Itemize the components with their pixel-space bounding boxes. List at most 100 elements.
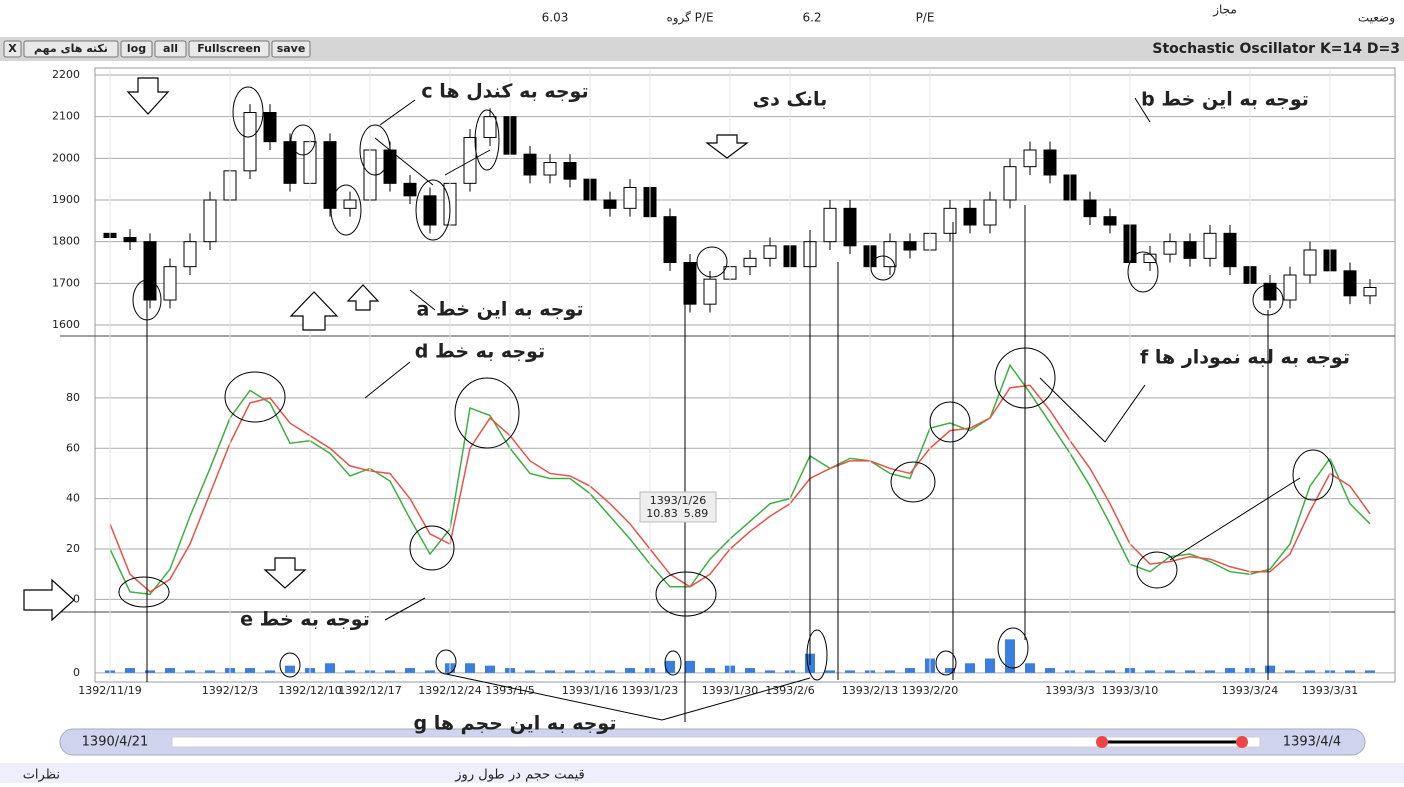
ann-line <box>1039 377 1106 443</box>
candle-body <box>283 141 297 184</box>
ann-line <box>445 673 663 721</box>
x-tick-label: 1393/2/6 <box>765 684 814 697</box>
toolbar-button[interactable]: نکته های مهم <box>23 40 119 58</box>
tooltip-date: 1393/1/26 <box>650 494 706 507</box>
annotation: توجه به کندل ها c <box>421 81 588 103</box>
volume-bar <box>465 663 475 673</box>
volume-bar <box>1285 670 1295 673</box>
candle-body <box>1163 241 1177 255</box>
arrow-up <box>346 284 380 311</box>
volume-bar <box>1005 639 1015 673</box>
arrow-right <box>23 578 75 622</box>
x-tick-label: 1393/2/13 <box>842 684 898 697</box>
volume-bar <box>165 668 175 673</box>
toolbar-button[interactable]: X <box>3 40 22 58</box>
toolbar-button[interactable]: all <box>154 40 187 58</box>
button-box <box>23 40 119 58</box>
volume-bar <box>1165 670 1175 673</box>
ann-circle <box>696 246 728 278</box>
volume-bar <box>245 668 255 673</box>
volume-bar <box>485 665 495 673</box>
slider-track <box>171 736 1261 748</box>
volume-bar <box>1345 670 1355 673</box>
plot-frame <box>94 67 1396 683</box>
x-tick-label: 1393/2/20 <box>902 684 958 697</box>
volume-bar <box>1025 663 1035 673</box>
toolbar-button[interactable]: Fullscreen <box>188 40 270 58</box>
annotation: توجه به این خط a <box>417 299 584 321</box>
ann-line <box>379 99 416 126</box>
candle-body <box>563 162 577 180</box>
volume-bar <box>905 668 915 673</box>
volume-bar <box>825 670 835 673</box>
toolbar-button[interactable]: log <box>120 40 153 58</box>
x-tick-label: 1393/3/10 <box>1102 684 1158 697</box>
candle-body <box>403 182 417 197</box>
ann-circle <box>1252 284 1284 316</box>
candle-body <box>1223 232 1237 268</box>
x-tick-label: 1392/12/24 <box>418 684 481 697</box>
volume-bar <box>285 665 295 673</box>
volume-bar <box>385 670 395 673</box>
ann-line <box>1134 97 1151 123</box>
volume-bar <box>145 670 155 673</box>
ann-line <box>661 677 811 721</box>
footer <box>0 763 1404 783</box>
volume-bar <box>185 670 195 673</box>
candle-body <box>823 207 837 243</box>
volume-bar <box>425 670 435 673</box>
candle-body <box>683 262 697 305</box>
ann-line <box>409 289 436 311</box>
volume-bar <box>1045 668 1055 673</box>
y-tick-label: 1800 <box>52 235 80 248</box>
candle-body <box>1303 249 1317 276</box>
candle-body <box>1203 232 1217 259</box>
slider-handle[interactable] <box>1096 736 1108 748</box>
status-label: وضعیت <box>1358 11 1395 26</box>
tooltip-d: 5.89 <box>684 507 709 520</box>
volume-bar <box>1145 670 1155 673</box>
volume-bar <box>605 670 615 673</box>
arrow-down <box>263 557 307 589</box>
ann-circle <box>435 649 457 675</box>
candle-body <box>743 257 757 268</box>
button-box <box>120 40 153 58</box>
footer-tab[interactable]: قیمت حجم در طول روز <box>454 768 584 783</box>
volume-bar <box>1305 670 1315 673</box>
footer-tab[interactable]: نظرات <box>23 768 60 783</box>
ann-circle <box>409 525 455 571</box>
candle-body <box>1363 287 1377 297</box>
candle-body <box>1263 282 1277 301</box>
button-label: save <box>277 42 306 55</box>
candle-body <box>163 266 177 301</box>
x-tick-label: 1393/1/16 <box>562 684 618 697</box>
candle-body <box>603 199 617 209</box>
button-label: X <box>8 42 17 55</box>
y-tick-label: 40 <box>66 492 80 505</box>
indicator-title: Stochastic Oscillator K=14 D=3 <box>1152 41 1400 57</box>
slider-handle[interactable] <box>1236 736 1248 748</box>
candle-body <box>543 162 557 176</box>
ann-line <box>374 137 434 186</box>
volume-bar <box>685 660 695 673</box>
candle-body <box>263 112 277 143</box>
volume-bar <box>1185 670 1195 673</box>
volume-bar <box>765 670 775 673</box>
y-tick-label: 0 <box>73 666 80 679</box>
volume-bar <box>205 670 215 673</box>
candle-body <box>183 241 197 268</box>
button-box <box>271 40 311 58</box>
toolbar-button[interactable]: save <box>271 40 311 58</box>
ann-circle <box>929 401 971 443</box>
candle-body <box>323 141 337 209</box>
volume-bar <box>625 668 635 673</box>
tooltip-k: 10.83 <box>646 507 678 520</box>
ann-line <box>1104 384 1146 443</box>
candle-body <box>143 241 157 301</box>
x-tick-label: 1393/3/3 <box>1045 684 1094 697</box>
ann-circle <box>224 371 286 423</box>
annotations: توجه به کندل ها c بانک دی توجه به این خط… <box>23 77 1350 735</box>
slider-start: 1390/4/21 <box>82 735 149 750</box>
volume-bar <box>345 670 355 673</box>
candle-body <box>663 216 677 264</box>
